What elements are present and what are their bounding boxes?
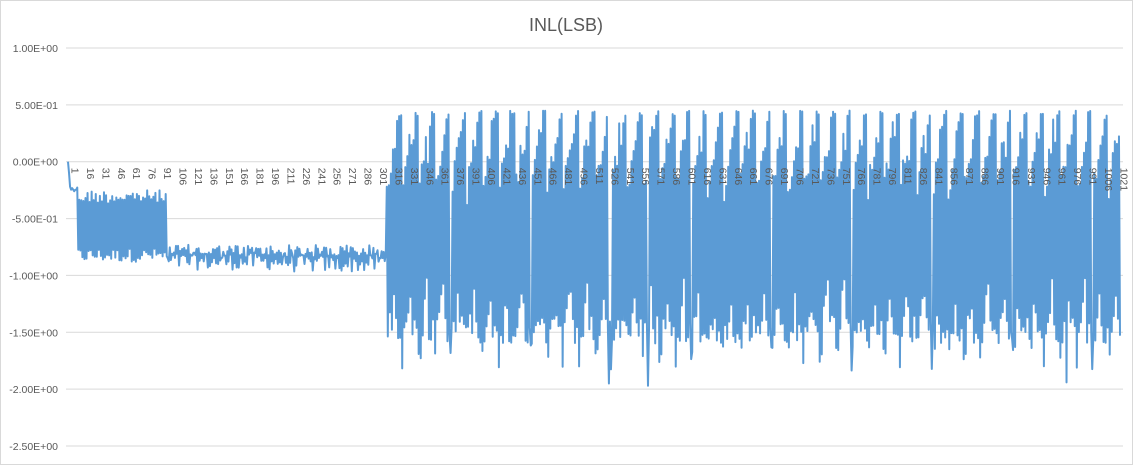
x-tick-label: 466 [547, 168, 559, 186]
x-tick-label: 16 [84, 168, 96, 180]
x-tick-label: 31 [99, 168, 111, 180]
x-tick-label: 61 [130, 168, 142, 180]
x-tick-label: 1021 [1117, 168, 1129, 192]
x-tick-label: 541 [624, 168, 636, 186]
x-tick-label: 451 [531, 168, 543, 186]
y-tick-label: -1.50E+00 [9, 327, 58, 339]
x-tick-label: 136 [207, 168, 219, 186]
x-tick-label: 841 [932, 168, 944, 186]
chart-title: INL(LSB) [529, 15, 603, 35]
x-tick-label: 91 [161, 168, 173, 180]
x-tick-label: 991 [1087, 168, 1099, 186]
y-tick-label: -2.50E+00 [9, 441, 58, 453]
x-tick-label: 571 [655, 168, 667, 186]
x-tick-label: 901 [994, 168, 1006, 186]
x-tick-label: 511 [593, 168, 605, 185]
x-tick-label: 481 [562, 168, 574, 186]
x-tick-label: 46 [115, 168, 127, 180]
x-tick-label: 526 [608, 168, 620, 186]
x-tick-label: 316 [392, 168, 404, 186]
x-tick-label: 331 [408, 168, 420, 186]
x-tick-label: 916 [1009, 168, 1021, 186]
x-tick-label: 421 [500, 168, 512, 186]
x-tick-label: 961 [1056, 168, 1068, 186]
x-axis-ticks: 1 16 31 46 61 76 91 106 121 136 151 166 181 196 211 226… [69, 168, 1130, 192]
x-tick-label: 226 [300, 168, 312, 186]
x-tick-label: 76 [146, 168, 158, 180]
x-tick-label: 301 [377, 168, 389, 186]
x-tick-label: 256 [331, 168, 343, 186]
x-tick-label: 601 [686, 168, 698, 186]
series-line [67, 109, 1121, 387]
x-tick-label: 826 [917, 168, 929, 186]
x-tick-label: 196 [269, 168, 281, 186]
x-tick-label: 886 [979, 168, 991, 186]
y-tick-label: 0.00E+00 [13, 157, 58, 169]
x-tick-label: 151 [223, 168, 235, 186]
x-tick-label: 706 [793, 168, 805, 186]
x-tick-label: 496 [578, 168, 590, 186]
x-tick-label: 1006 [1102, 168, 1114, 192]
x-tick-label: 181 [254, 168, 266, 186]
x-tick-label: 661 [747, 168, 759, 186]
y-axis-ticks: 1.00E+00 5.00E-01 0.00E+00 -5.00E-01 -1.00E+… [9, 43, 58, 453]
x-tick-label: 676 [763, 168, 775, 186]
x-tick-label: 751 [840, 168, 852, 186]
x-tick-label: 376 [454, 168, 466, 186]
x-tick-label: 766 [855, 168, 867, 186]
x-tick-label: 856 [948, 168, 960, 186]
x-tick-label: 436 [516, 168, 528, 186]
x-tick-label: 691 [778, 168, 790, 186]
x-tick-label: 616 [701, 168, 713, 186]
x-tick-label: 106 [176, 168, 188, 186]
x-tick-label: 976 [1071, 168, 1083, 186]
y-tick-label: 1.00E+00 [13, 43, 58, 55]
x-tick-label: 631 [716, 168, 728, 186]
x-tick-label: 556 [639, 168, 651, 186]
x-tick-label: 871 [963, 168, 975, 186]
x-tick-label: 781 [871, 168, 883, 186]
x-tick-label: 931 [1025, 168, 1037, 186]
x-tick-label: 406 [485, 168, 497, 186]
x-tick-label: 346 [423, 168, 435, 186]
x-tick-label: 811 [901, 168, 913, 185]
x-tick-label: 211 [284, 168, 296, 185]
x-tick-label: 271 [346, 168, 358, 186]
x-tick-label: 736 [824, 168, 836, 186]
y-tick-label: 5.00E-01 [15, 100, 58, 112]
y-tick-label: -2.00E+00 [9, 384, 58, 396]
y-tick-label: -1.00E+00 [9, 270, 58, 282]
x-tick-label: 586 [670, 168, 682, 186]
series-layer [67, 109, 1121, 387]
x-tick-label: 361 [439, 168, 451, 186]
x-tick-label: 946 [1040, 168, 1052, 186]
x-tick-label: 391 [470, 168, 482, 186]
x-tick-label: 286 [362, 168, 374, 186]
x-tick-label: 121 [192, 168, 204, 186]
x-tick-label: 796 [886, 168, 898, 186]
x-tick-label: 166 [238, 168, 250, 186]
x-tick-label: 646 [732, 168, 744, 186]
x-tick-label: 721 [809, 168, 821, 186]
x-tick-label: 1 [69, 168, 81, 174]
x-tick-label: 241 [315, 168, 327, 186]
y-tick-label: -5.00E-01 [12, 214, 58, 226]
